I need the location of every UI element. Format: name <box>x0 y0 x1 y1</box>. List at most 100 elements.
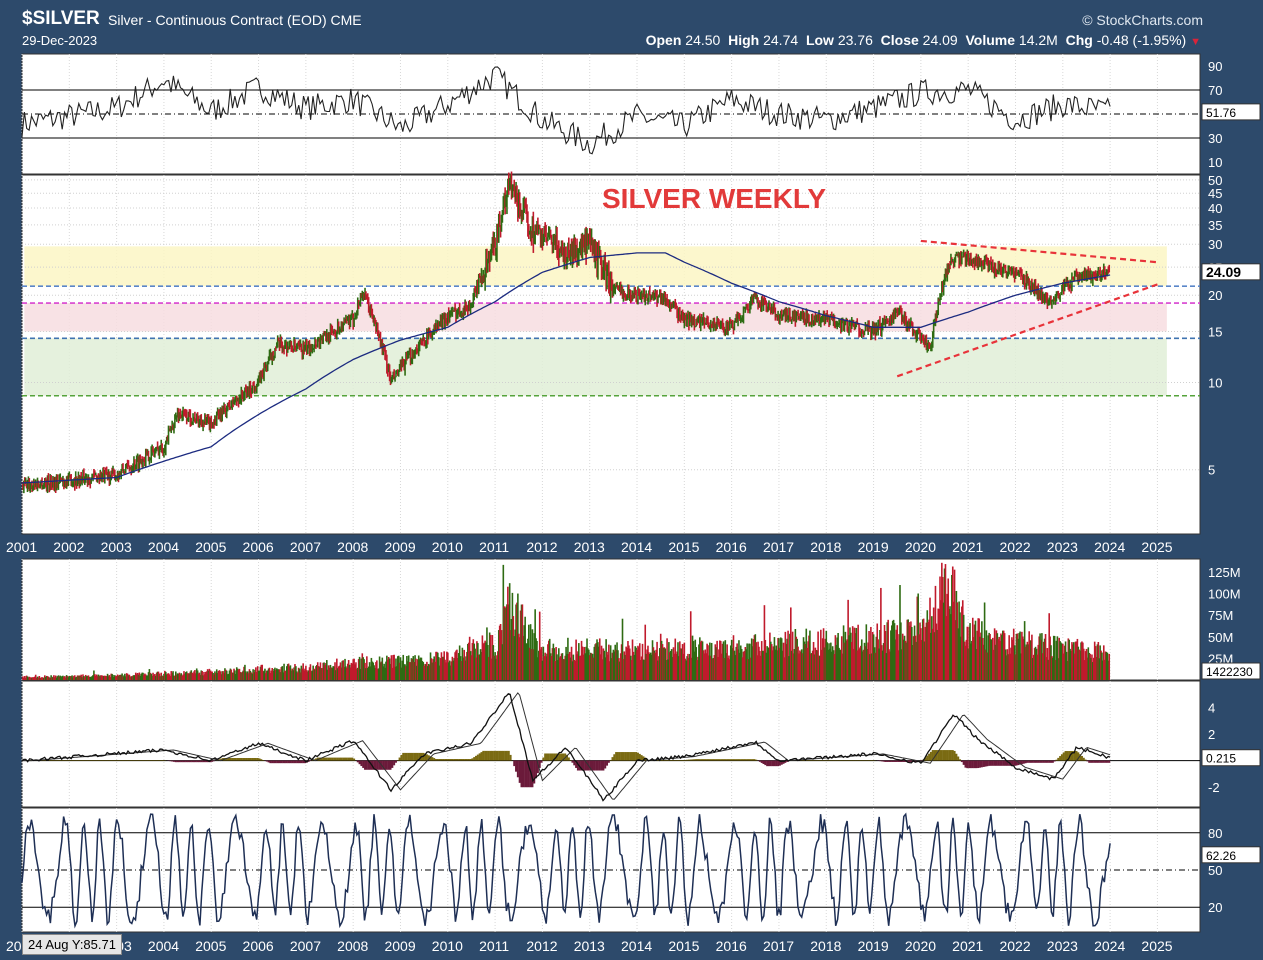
year-axis-label: 2008 <box>337 539 368 555</box>
description-text: Silver - Continuous Contract (EOD) <box>108 12 327 28</box>
rsi-panel: 103050709051.76 <box>21 53 1261 175</box>
year-axis-label: 2001 <box>6 539 37 555</box>
rsi-tick-label: 70 <box>1208 83 1222 98</box>
rsi-tick-label: 10 <box>1208 155 1222 170</box>
price-last-value: 24.09 <box>1206 264 1241 280</box>
macd-tick-label: 4 <box>1208 701 1215 716</box>
price-last-value-box <box>1201 263 1261 281</box>
macd-tick-label: 2 <box>1208 727 1215 742</box>
year-axis-label: 2003 <box>101 539 132 555</box>
year-axis-label: 2018 <box>810 539 841 555</box>
price-zone-band <box>24 338 1167 396</box>
chg-label: Chg <box>1065 32 1093 48</box>
year-axis-label: 2009 <box>384 539 415 555</box>
year-axis-label: 2020 <box>905 539 936 555</box>
annotation-silver-weekly: SILVER WEEKLY <box>602 183 826 214</box>
year-axis-label: 2023 <box>1047 539 1078 555</box>
chart-header: $SILVER Silver - Continuous Contract (EO… <box>0 0 1263 52</box>
year-axis-label: 2005 <box>195 539 226 555</box>
year-axis-label: 2010 <box>432 539 463 555</box>
year-axis-label-bottom: 2005 <box>195 938 226 954</box>
volume-last-value-box <box>1201 662 1261 680</box>
year-axis-label-bottom: 2009 <box>384 938 415 954</box>
stochastic-line <box>21 812 1111 929</box>
price-tick-label: 30 <box>1208 237 1222 252</box>
open-label: Open <box>645 32 682 48</box>
stochastic-tick-label: 80 <box>1208 826 1222 841</box>
macd-last-value-box <box>1201 749 1261 767</box>
year-axis-label: 2007 <box>290 539 321 555</box>
year-axis-label: 2011 <box>479 539 509 555</box>
year-axis-label-bottom: 2013 <box>574 938 605 954</box>
stochastic-tick-label: 20 <box>1208 900 1222 915</box>
price-moving-average <box>21 252 1111 484</box>
year-axis-label-bottom: 2020 <box>905 938 936 954</box>
low-value: 23.76 <box>837 32 873 48</box>
year-axis-label: 2015 <box>668 539 699 555</box>
year-axis-label-bottom: 2015 <box>668 938 699 954</box>
volume-last-value: 1422230 <box>1206 665 1253 679</box>
quote-summary: Open 24.50 High 24.74 Low 23.76 Close 24… <box>646 32 1201 48</box>
year-axis-label-bottom: 2006 <box>243 938 274 954</box>
high-value: 24.74 <box>763 32 799 48</box>
year-axis-label: 2025 <box>1141 539 1172 555</box>
year-axis-label-bottom: 2017 <box>763 938 794 954</box>
rsi-tick-label: 90 <box>1208 59 1222 74</box>
down-arrow-icon: ▼ <box>1190 36 1201 48</box>
rsi-tick-label: 30 <box>1208 131 1222 146</box>
instrument-description: Silver - Continuous Contract (EOD) CME <box>108 12 362 28</box>
year-axis-label-bottom: 2022 <box>999 938 1030 954</box>
year-axis-label-bottom: 2014 <box>621 938 652 954</box>
price-zone-band <box>24 303 1167 332</box>
support-trendline <box>896 283 1158 378</box>
macd-signal-line <box>22 692 1111 800</box>
stock-chart[interactable]: 103050709051.76 5101520253035404550SILVE… <box>0 52 1263 960</box>
volume-tick-label: 75M <box>1208 608 1233 623</box>
year-axis-label-bottom: 2023 <box>1047 938 1078 954</box>
year-axis-label-bottom: 2008 <box>337 938 368 954</box>
year-axis-label-bottom: 2021 <box>952 938 983 954</box>
rsi-line <box>21 66 1111 155</box>
price-tick-label: 15 <box>1208 324 1222 339</box>
year-axis-label: 2022 <box>999 539 1030 555</box>
symbol-label: $SILVER <box>22 8 100 29</box>
rsi-last-value-box <box>1201 103 1261 121</box>
volume-tick-label: 100M <box>1208 587 1241 602</box>
macd-last-value: 0.215 <box>1206 752 1236 766</box>
close-value: 24.09 <box>922 32 958 48</box>
stochastic-tick-label: 50 <box>1208 863 1222 878</box>
volume-tick-label: 125M <box>1208 565 1241 580</box>
year-axis-label-bottom: 2011 <box>479 938 509 954</box>
year-axis-label: 2021 <box>952 539 983 555</box>
macd-tick-label: -2 <box>1208 780 1220 795</box>
year-axis-label-bottom: 2025 <box>1141 938 1172 954</box>
macd-frame <box>21 680 1201 808</box>
price-tick-label: 50 <box>1208 173 1222 188</box>
rsi-last-value: 51.76 <box>1206 106 1236 120</box>
year-axis-label: 2006 <box>243 539 274 555</box>
volume-tick-label: 50M <box>1208 630 1233 645</box>
stochastic-last-value-box <box>1201 846 1261 864</box>
price-tick-label: 35 <box>1208 218 1222 233</box>
price-tick-label: 40 <box>1208 201 1222 216</box>
price-tick-label: 5 <box>1208 463 1215 478</box>
year-axis-label-bottom: 2012 <box>526 938 557 954</box>
macd-line <box>21 693 1111 802</box>
year-axis-label-bottom: 2018 <box>810 938 841 954</box>
stochastic-panel: 20508062.2620012002200320042005200620072… <box>6 807 1261 954</box>
low-label: Low <box>805 32 834 48</box>
close-label: Close <box>880 32 919 48</box>
price-tick-label: 10 <box>1208 375 1222 390</box>
year-axis-label: 2002 <box>53 539 84 555</box>
year-axis-label: 2012 <box>526 539 557 555</box>
year-axis-label: 2017 <box>763 539 794 555</box>
year-axis-label-bottom: 2010 <box>432 938 463 954</box>
year-axis-label-bottom: 2024 <box>1094 938 1125 954</box>
year-axis-label: 2004 <box>148 539 179 555</box>
high-label: High <box>728 32 760 48</box>
year-axis-label: 2019 <box>858 539 889 555</box>
year-axis-label-bottom: 2016 <box>716 938 747 954</box>
year-axis-label-bottom: 2007 <box>290 938 321 954</box>
exchange-text: CME <box>330 12 362 28</box>
